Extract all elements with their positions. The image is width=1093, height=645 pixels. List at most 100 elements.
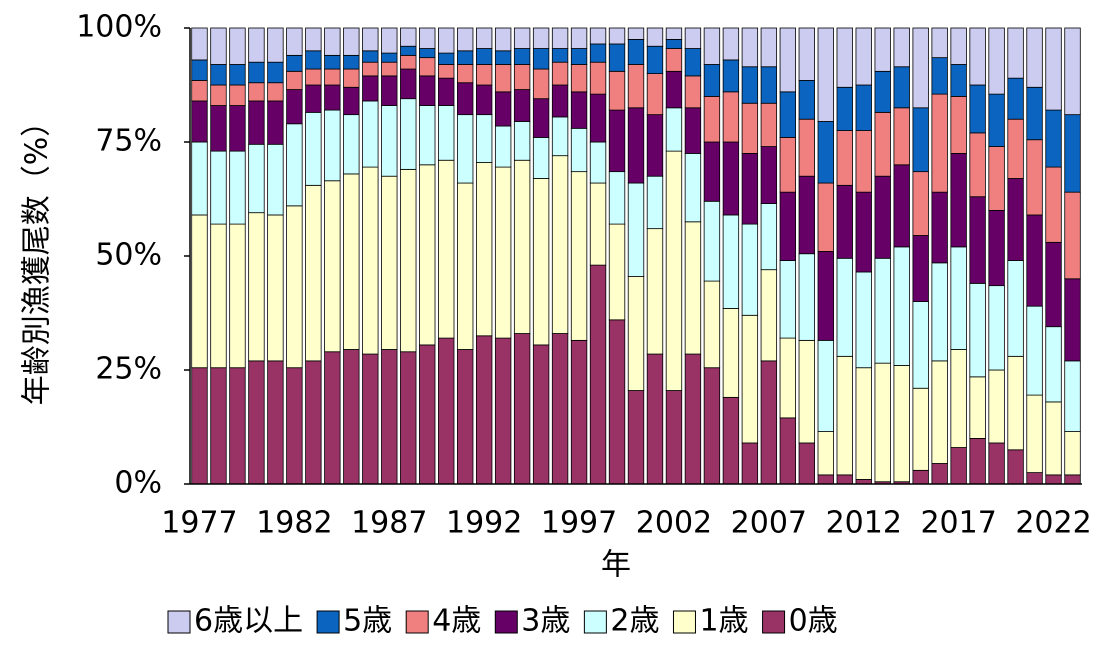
- bar-segment: [343, 27, 360, 56]
- bar-segment: [324, 54, 341, 70]
- bar-segment: [722, 214, 740, 309]
- bar-segment: [798, 442, 815, 485]
- bar-segment: [210, 223, 227, 369]
- bar-segment: [893, 164, 910, 248]
- bar-segment: [1026, 86, 1043, 141]
- bar-segment: [608, 319, 626, 485]
- bar-segment: [608, 43, 626, 72]
- bar-segment: [608, 223, 626, 321]
- bar-segment: [494, 50, 512, 65]
- bar-segment: [893, 365, 910, 483]
- bar-segment: [684, 152, 702, 223]
- bar-segment: [305, 360, 322, 485]
- bar-segment: [267, 214, 284, 362]
- bar-segment: [874, 257, 891, 364]
- x-tick-label: 2012: [826, 506, 902, 541]
- bar-segment: [513, 89, 531, 122]
- bar-segment: [305, 84, 322, 113]
- bar-segment: [438, 77, 455, 106]
- bar-segment: [229, 64, 246, 86]
- bar-segment: [210, 84, 227, 106]
- bar-segment: [419, 164, 436, 346]
- bar-segment: [1007, 178, 1024, 261]
- bar-segment: [722, 308, 740, 398]
- bar-segment: [1026, 472, 1043, 485]
- bar-segment: [570, 27, 588, 49]
- bar-segment: [988, 209, 1005, 287]
- bar-segment: [741, 223, 759, 316]
- bar-segment: [836, 355, 853, 476]
- bar-segment: [286, 70, 303, 90]
- bar-segment: [419, 48, 436, 59]
- bar-segment: [760, 146, 778, 204]
- bar-segment: [1045, 326, 1062, 403]
- bar-segment: [931, 57, 948, 95]
- bar-segment: [267, 100, 284, 145]
- bar-segment: [324, 68, 341, 86]
- bar-segment: [229, 367, 246, 485]
- bar-segment: [931, 93, 948, 193]
- bar-segment: [570, 91, 588, 129]
- bar-segment: [513, 48, 531, 65]
- bar-segment: [855, 271, 872, 369]
- x-tick-label: 1982: [256, 506, 332, 541]
- bar-segment: [267, 27, 284, 63]
- bar-segment: [969, 196, 986, 284]
- bar-segment: [532, 98, 550, 138]
- bar-segment: [438, 159, 455, 339]
- bar-segment: [229, 84, 246, 106]
- bar-segment: [419, 57, 436, 77]
- bar-segment: [305, 111, 322, 186]
- bar-segment: [570, 127, 588, 173]
- bar-segment: [912, 469, 929, 485]
- bar-segment: [646, 27, 664, 47]
- legend-label: 4歳: [432, 604, 481, 639]
- bar-segment: [836, 184, 853, 259]
- bar-segment: [229, 223, 246, 369]
- bar-segment: [988, 27, 1005, 95]
- bar-segment: [248, 82, 265, 102]
- bar-segment: [494, 125, 512, 168]
- bar-segment: [570, 171, 588, 341]
- bar-segment: [248, 100, 265, 145]
- bar-segment: [950, 246, 967, 350]
- bar-segment: [950, 152, 967, 248]
- bar-segment: [988, 146, 1005, 211]
- bar-segment: [551, 27, 569, 49]
- bar-segment: [589, 141, 607, 184]
- bar-segment: [798, 80, 815, 120]
- bar-segment: [703, 96, 721, 143]
- bar-segment: [362, 50, 379, 63]
- bar-segment: [988, 369, 1005, 444]
- bar-segment: [627, 390, 645, 485]
- bar-segment: [457, 64, 474, 84]
- legend-label: 6歳以上: [194, 604, 303, 639]
- bar-segment: [931, 360, 948, 464]
- bar-segment: [912, 107, 929, 173]
- bar-segment: [324, 109, 341, 182]
- bar-segment: [1064, 27, 1081, 116]
- bar-segment: [969, 27, 986, 86]
- bar-segment: [950, 64, 967, 97]
- bar-segment: [1064, 114, 1081, 193]
- legend-swatch: [762, 610, 786, 634]
- bar-segment: [627, 39, 645, 65]
- bar-segment: [684, 27, 702, 49]
- y-tick-label: 0%: [114, 466, 162, 501]
- bar-segment: [779, 137, 797, 193]
- bar-segment: [532, 344, 550, 485]
- bar-segment: [381, 27, 398, 54]
- bar-segment: [741, 442, 759, 485]
- bar-segment: [475, 114, 493, 163]
- bar-segment: [513, 333, 531, 485]
- bar-segment: [248, 61, 265, 84]
- bar-segment: [1064, 474, 1081, 485]
- bar-segment: [305, 50, 322, 70]
- bar-segment: [400, 351, 417, 485]
- bar-segment: [551, 333, 569, 485]
- bar-segment: [1007, 77, 1024, 120]
- bar-segment: [267, 61, 284, 84]
- bar-segment: [400, 98, 417, 170]
- bar-segment: [400, 54, 417, 70]
- bar-segment: [760, 203, 778, 271]
